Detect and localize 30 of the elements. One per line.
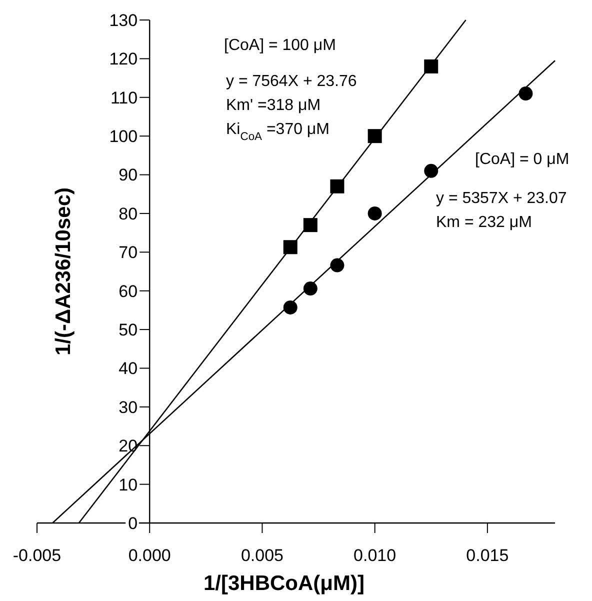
annotation: y = 7564X + 23.76 bbox=[226, 73, 357, 90]
y-tick-label: 80 bbox=[118, 204, 138, 224]
annotation: Km' =318 μM bbox=[226, 97, 321, 114]
y-tick-label: 10 bbox=[118, 475, 138, 494]
x-tick-label: 0.010 bbox=[354, 546, 396, 565]
y-tick-label: 120 bbox=[109, 50, 138, 69]
y-axis-title: 1/(-ΔA236/10sec) bbox=[52, 187, 75, 356]
point bbox=[283, 300, 298, 314]
y-tick-label: 0 bbox=[128, 514, 138, 533]
annotation: Km = 232 μM bbox=[436, 214, 532, 231]
y-tick-label: 130 bbox=[109, 10, 138, 30]
point bbox=[518, 86, 533, 101]
x-tick-label: 0.005 bbox=[240, 546, 284, 565]
x-tick-label: 0.015 bbox=[466, 546, 509, 565]
annotation: [CoA] = 0 μM bbox=[475, 151, 570, 168]
y-tick-label: 100 bbox=[109, 127, 138, 146]
x-axis-title: 1/[3HBCoA(μM)] bbox=[204, 572, 364, 595]
y-tick-label: 90 bbox=[118, 166, 138, 185]
y-tick-label: 70 bbox=[118, 243, 138, 262]
annotation: Ki$_{CoA}$ =370 μM bbox=[226, 121, 330, 143]
point bbox=[368, 206, 382, 220]
x-tick-label: 0.000 bbox=[128, 546, 171, 565]
y-tick-label: 60 bbox=[118, 282, 138, 301]
annotation: y = 5357X + 23.07 bbox=[436, 190, 567, 207]
annotation: [CoA] = 100 μM bbox=[224, 37, 336, 54]
y-tick-label: 50 bbox=[118, 320, 138, 340]
x-tick-label: -0.005 bbox=[12, 546, 62, 565]
y-tick-label: 40 bbox=[118, 359, 138, 378]
y-tick-label: 110 bbox=[110, 88, 138, 108]
y-tick-label: 30 bbox=[118, 398, 138, 417]
